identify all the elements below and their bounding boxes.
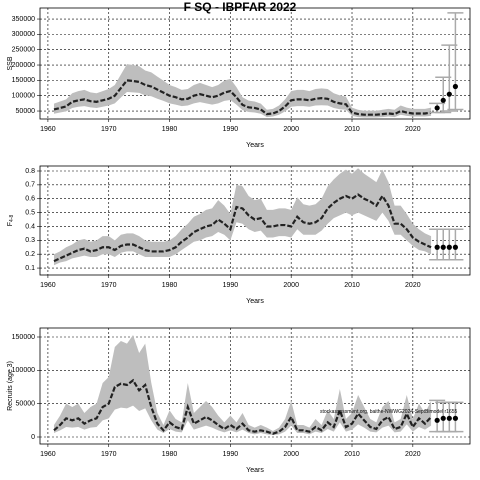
forecast-point [446,415,452,421]
y-axis-label-main: SSB [7,56,14,70]
y-tick-label: 250000 [12,47,35,54]
x-tick-label: 2010 [344,126,360,133]
forecast-point [434,417,440,423]
x-tick-label: 2020 [405,126,421,133]
x-tick-label: 2020 [405,451,421,458]
y-tick-label: 0.8 [25,168,35,175]
forecast-point [440,415,446,421]
x-tick-label: 1960 [40,282,56,289]
x-tick-label: 1960 [40,126,56,133]
y-axis-label: Recruits (age 3) [7,361,14,411]
x-tick-label: 1970 [101,451,117,458]
y-tick-label: 200000 [12,62,35,69]
forecast-point [440,244,446,250]
y-tick-label: 0.7 [25,182,35,189]
confidence-band [53,168,432,266]
forecast-point [434,105,440,111]
y-axis-label-main: F [7,222,14,226]
annotation: stockassessment.org, baithe-NWWG2024-Sep… [320,409,458,415]
y-tick-label: 0.3 [25,237,35,244]
confidence-band [53,335,432,435]
forecast-point [452,83,459,90]
forecast-point [452,415,459,421]
y-tick-label: 50000 [16,401,36,408]
y-tick-label: 0.6 [25,196,35,203]
confidence-band [53,64,432,118]
forecast-point [452,244,459,250]
x-axis-label: Years [246,298,264,305]
x-tick-label: 1990 [223,126,239,133]
forecast-point [440,97,446,103]
y-tick-label: 50000 [16,108,36,115]
plot-frame [39,327,471,445]
x-tick-label: 1980 [162,126,178,133]
y-tick-label: 0.1 [25,265,35,272]
x-tick-label: 1990 [223,282,239,289]
y-tick-label: 0.2 [25,251,35,258]
x-tick-label: 2010 [344,451,360,458]
x-tick-label: 1980 [162,451,178,458]
x-tick-label: 2000 [283,282,299,289]
y-tick-label: 0.4 [25,223,35,230]
x-tick-label: 2020 [405,282,421,289]
forecast-point [446,91,452,97]
x-axis-label: Years [246,142,264,149]
x-tick-label: 2010 [344,282,360,289]
estimate-line [53,193,432,263]
y-tick-label: 150000 [12,77,35,84]
x-tick-label: 1970 [101,126,117,133]
estimate-line [53,79,432,116]
x-tick-label: 1990 [223,451,239,458]
estimate-line [53,378,432,435]
forecast-point [434,244,440,250]
y-axis-label-sub: 4-8 [9,215,15,222]
y-tick-label: 0.5 [25,209,35,216]
plot-frame [39,7,471,120]
y-axis-label: F4-8 [7,215,15,227]
y-tick-label: 150000 [12,334,35,341]
forecast-point [446,244,452,250]
y-tick-label: 100000 [12,93,35,100]
x-tick-label: 1980 [162,282,178,289]
x-tick-label: 1970 [101,282,117,289]
x-tick-label: 2000 [283,451,299,458]
y-tick-label: 350000 [12,16,35,23]
chart-title: F SQ - IBPFAR 2022 [184,0,297,14]
y-axis-label: SSB [7,56,14,70]
y-tick-label: 300000 [12,31,35,38]
y-axis-label-main: Recruits (age 3) [7,361,14,411]
y-tick-label: 100000 [12,367,35,374]
x-tick-label: 1960 [40,451,56,458]
plot-frame [39,165,471,276]
x-axis-label: Years [246,467,264,474]
x-tick-label: 2000 [283,126,299,133]
y-tick-label: 0 [31,434,35,441]
